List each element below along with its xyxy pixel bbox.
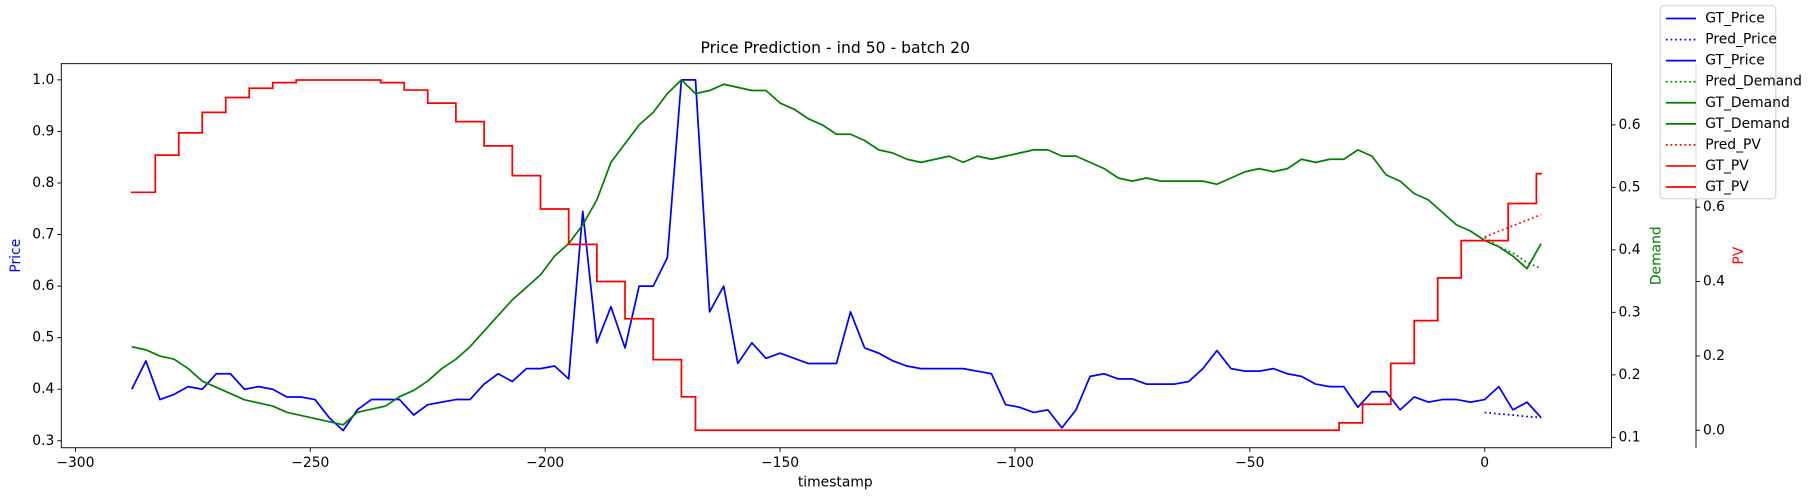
y-tick-label: 0.9 [32, 123, 54, 139]
legend-label: GT_PV [1705, 179, 1749, 195]
data-line [131, 78, 1542, 432]
y3-tick-label: 0.2 [1703, 348, 1725, 364]
y3-tick-label: 0.6 [1703, 199, 1725, 215]
legend-label: GT_Price [1705, 53, 1765, 69]
y-tick-label: 0.7 [32, 227, 54, 243]
y3-tick-label: 0.4 [1703, 274, 1725, 290]
y-tick-label: 0.6 [32, 278, 54, 294]
y2-tick-label: 0.5 [1618, 179, 1640, 195]
chart-title: Price Prediction - ind 50 - batch 20 [700, 39, 970, 57]
y3-axis-label: PV [1731, 246, 1747, 264]
legend-label: GT_Price [1705, 11, 1765, 27]
y2-tick-label: 0.4 [1618, 242, 1640, 258]
y2-tick-label: 0.2 [1618, 367, 1640, 383]
legend-label: Pred_Demand [1705, 74, 1802, 90]
x-tick-label: −50 [1235, 455, 1264, 471]
data-line [1484, 213, 1542, 238]
legend-label: GT_PV [1705, 158, 1749, 174]
data-line [131, 79, 1542, 426]
x-tick-label: −250 [291, 455, 329, 471]
y2-tick-label: 0.3 [1618, 304, 1640, 320]
legend-label: GT_Demand [1705, 116, 1790, 132]
plot-frame [60, 63, 1613, 449]
y-tick-label: 0.8 [32, 175, 54, 191]
y2-tick-label: 0.6 [1618, 117, 1640, 133]
x-tick-label: −200 [526, 455, 564, 471]
y-tick-label: 1.0 [32, 72, 54, 88]
x-tick-label: −150 [761, 455, 799, 471]
legend-box [1659, 5, 1777, 200]
y3-tick-label: 0.0 [1703, 422, 1725, 438]
x-tick-label: −300 [56, 455, 94, 471]
y2-axis-label: Demand [1649, 226, 1665, 285]
x-axis-label: timestamp [798, 474, 873, 490]
legend-label: Pred_PV [1705, 137, 1761, 153]
x-tick-label: 0 [1480, 455, 1489, 471]
y-tick-label: 0.5 [32, 330, 54, 346]
y-tick-label: 0.3 [32, 433, 54, 449]
y-axis-label: Price [8, 239, 24, 273]
data-line [1484, 411, 1542, 419]
legend-label: GT_Demand [1705, 95, 1790, 111]
y2-tick-label: 0.1 [1618, 429, 1640, 445]
legend-label: Pred_Price [1705, 32, 1777, 48]
y-tick-label: 0.4 [32, 381, 54, 397]
x-tick-label: −100 [996, 455, 1034, 471]
